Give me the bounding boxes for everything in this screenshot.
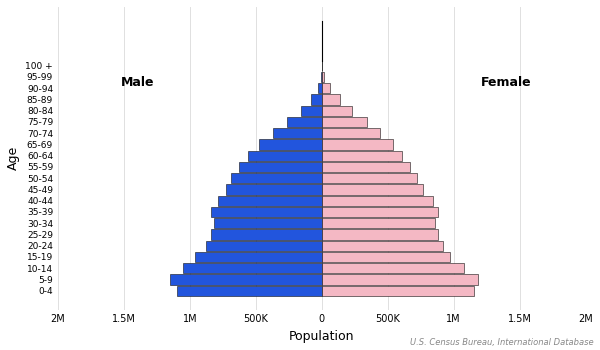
- Bar: [214, 218, 322, 229]
- Bar: [239, 162, 322, 172]
- Bar: [322, 286, 473, 296]
- Bar: [322, 196, 433, 206]
- X-axis label: Population: Population: [289, 330, 355, 343]
- Bar: [287, 117, 322, 127]
- Bar: [206, 240, 322, 251]
- Bar: [318, 83, 322, 93]
- Bar: [322, 263, 464, 273]
- Bar: [322, 218, 435, 229]
- Bar: [273, 128, 322, 138]
- Bar: [231, 173, 322, 183]
- Bar: [322, 72, 325, 82]
- Bar: [211, 207, 322, 217]
- Bar: [322, 274, 478, 285]
- Bar: [259, 139, 322, 150]
- Bar: [322, 184, 424, 195]
- Bar: [301, 106, 322, 116]
- Bar: [322, 139, 393, 150]
- Bar: [322, 162, 410, 172]
- Bar: [322, 229, 438, 240]
- Bar: [322, 207, 438, 217]
- Bar: [322, 173, 417, 183]
- Bar: [322, 94, 340, 105]
- Bar: [170, 274, 322, 285]
- Bar: [218, 196, 322, 206]
- Bar: [211, 229, 322, 240]
- Bar: [177, 286, 322, 296]
- Bar: [322, 117, 367, 127]
- Bar: [321, 72, 322, 82]
- Text: Male: Male: [121, 76, 154, 89]
- Bar: [311, 94, 322, 105]
- Text: Female: Female: [481, 76, 532, 89]
- Text: U.S. Census Bureau, International Database: U.S. Census Bureau, International Databa…: [410, 337, 594, 346]
- Bar: [322, 252, 450, 262]
- Y-axis label: Age: Age: [7, 146, 20, 170]
- Bar: [248, 150, 322, 161]
- Bar: [322, 128, 380, 138]
- Bar: [184, 263, 322, 273]
- Bar: [322, 240, 443, 251]
- Bar: [322, 106, 352, 116]
- Bar: [322, 150, 403, 161]
- Bar: [226, 184, 322, 195]
- Bar: [195, 252, 322, 262]
- Bar: [322, 83, 330, 93]
